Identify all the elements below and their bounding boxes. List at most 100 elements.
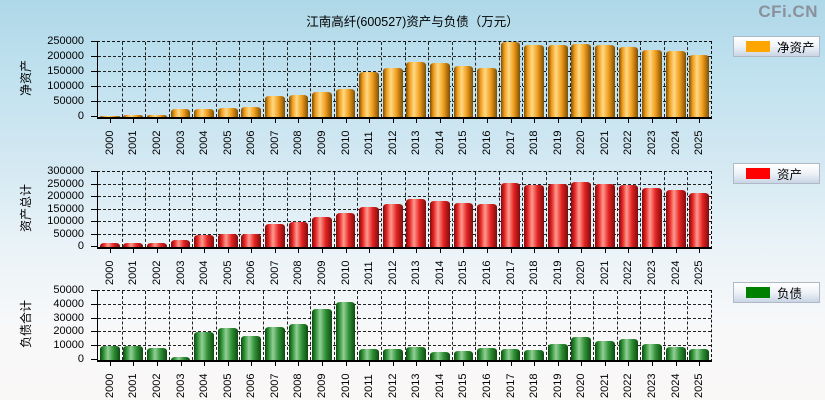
bar-2013 bbox=[406, 199, 427, 247]
x-tick-label: 2005 bbox=[221, 373, 234, 398]
y-tick-label: 200000 bbox=[47, 190, 84, 202]
x-tick-mark bbox=[416, 249, 418, 253]
bar-2015 bbox=[453, 351, 474, 360]
x-tick-label: 2014 bbox=[433, 260, 446, 285]
bar-2023 bbox=[642, 344, 662, 360]
bar-2004 bbox=[194, 331, 214, 360]
bar-2007 bbox=[264, 223, 285, 247]
gridline-vertical bbox=[687, 291, 689, 360]
gridline-vertical bbox=[428, 172, 430, 247]
x-tick-mark bbox=[510, 249, 512, 253]
x-tick-label: 2020 bbox=[575, 260, 588, 285]
gridline-vertical bbox=[640, 172, 642, 247]
y-tick-mark bbox=[91, 208, 97, 210]
x-tick-mark bbox=[109, 119, 111, 123]
gridline-vertical bbox=[263, 172, 265, 247]
gridline-vertical bbox=[428, 42, 430, 117]
x-tick-mark bbox=[392, 119, 394, 123]
y-axis-title-total-assets: 资产总计 bbox=[19, 184, 33, 233]
y-tick-label: 250000 bbox=[47, 177, 84, 190]
x-tick-label: 2010 bbox=[339, 260, 352, 285]
gridline-vertical bbox=[545, 291, 547, 360]
x-tick-mark bbox=[439, 362, 441, 366]
x-tick-mark bbox=[180, 249, 182, 253]
legend-swatch bbox=[746, 41, 770, 52]
x-tick-mark bbox=[416, 362, 418, 366]
x-tick-mark bbox=[557, 249, 559, 253]
x-tick-mark bbox=[204, 362, 206, 366]
bar-2006 bbox=[241, 107, 262, 117]
x-tick-mark bbox=[274, 119, 276, 123]
gridline-vertical bbox=[357, 172, 359, 247]
bar-2009 bbox=[312, 217, 332, 247]
gridline-vertical bbox=[286, 291, 288, 360]
y-tick-label: 0 bbox=[77, 353, 84, 365]
x-tick-label: 2014 bbox=[433, 130, 446, 155]
bar-2011 bbox=[359, 71, 380, 117]
x-tick-mark bbox=[109, 249, 111, 253]
x-tick-label: 2014 bbox=[433, 373, 446, 398]
x-tick-mark bbox=[581, 249, 583, 253]
bar-2019 bbox=[547, 344, 568, 360]
x-tick-label: 2019 bbox=[551, 260, 564, 285]
bar-2020 bbox=[571, 181, 592, 247]
x-tick-mark bbox=[133, 119, 135, 123]
x-tick-label: 2004 bbox=[198, 130, 211, 155]
x-tick-mark bbox=[392, 249, 394, 253]
x-tick-label: 2021 bbox=[598, 130, 611, 155]
bar-2022 bbox=[618, 46, 639, 117]
gridline-vertical bbox=[640, 291, 642, 360]
x-tick-mark bbox=[251, 249, 253, 253]
bar-2007 bbox=[264, 326, 285, 360]
bar-2025 bbox=[689, 193, 710, 247]
y-tick-mark bbox=[91, 196, 97, 197]
bar-2020 bbox=[571, 43, 592, 117]
bar-2022 bbox=[618, 339, 639, 360]
y-tick-mark bbox=[91, 171, 97, 172]
x-tick-label: 2004 bbox=[198, 373, 211, 398]
x-tick-mark bbox=[439, 249, 441, 253]
x-tick-mark bbox=[274, 362, 276, 366]
bar-2024 bbox=[665, 51, 686, 117]
gridline-vertical bbox=[569, 172, 571, 247]
x-tick-label: 2017 bbox=[504, 130, 517, 155]
x-tick-mark bbox=[345, 119, 347, 123]
x-tick-mark bbox=[557, 119, 559, 123]
x-tick-mark bbox=[557, 362, 559, 366]
bar-2001 bbox=[123, 243, 144, 247]
gridline-vertical bbox=[616, 172, 618, 247]
bar-2001 bbox=[123, 346, 144, 360]
x-tick-mark bbox=[227, 249, 229, 253]
bar-2021 bbox=[595, 340, 615, 360]
x-tick-mark bbox=[487, 362, 489, 366]
x-tick-label: 2022 bbox=[622, 373, 635, 398]
x-tick-label: 2009 bbox=[315, 130, 328, 155]
legend-label: 资产 bbox=[777, 168, 803, 182]
bar-2015 bbox=[453, 66, 474, 117]
y-axis-title-liabilities: 负债合计 bbox=[19, 300, 33, 349]
bar-2006 bbox=[241, 335, 262, 360]
y-tick-label: 0 bbox=[77, 110, 84, 122]
gridline-vertical bbox=[522, 42, 524, 117]
y-tick-mark bbox=[91, 331, 97, 333]
x-tick-label: 2010 bbox=[339, 373, 352, 398]
x-tick-mark bbox=[180, 362, 182, 366]
y-tick-label: 250000 bbox=[47, 35, 84, 47]
x-tick-mark bbox=[251, 362, 253, 366]
y-tick-mark bbox=[91, 290, 97, 291]
legend-swatch bbox=[746, 287, 770, 298]
x-tick-label: 2015 bbox=[457, 260, 470, 285]
gridline-vertical bbox=[451, 172, 453, 247]
gridline-vertical bbox=[263, 291, 265, 360]
y-tick-mark bbox=[91, 86, 97, 87]
legend-net-assets: 净资产 bbox=[733, 36, 820, 57]
gridline-vertical bbox=[593, 291, 595, 360]
x-tick-mark bbox=[369, 119, 371, 123]
x-tick-mark bbox=[133, 362, 135, 366]
x-tick-mark bbox=[487, 119, 489, 123]
y-tick-mark bbox=[91, 101, 97, 102]
x-tick-label: 2017 bbox=[504, 373, 517, 398]
y-tick-mark bbox=[91, 233, 97, 235]
x-tick-mark bbox=[604, 249, 606, 253]
x-tick-mark bbox=[251, 119, 253, 123]
